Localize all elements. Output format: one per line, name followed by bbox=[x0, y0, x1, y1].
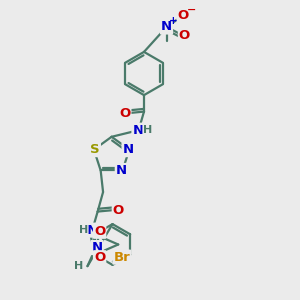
Text: N: N bbox=[122, 143, 134, 156]
Text: S: S bbox=[90, 143, 100, 156]
Text: O: O bbox=[94, 251, 105, 264]
Text: +: + bbox=[169, 16, 178, 26]
Text: O: O bbox=[179, 29, 190, 42]
Text: N: N bbox=[161, 20, 172, 34]
Text: H: H bbox=[74, 261, 84, 271]
Text: −: − bbox=[187, 5, 196, 15]
Text: N: N bbox=[132, 124, 144, 137]
Text: O: O bbox=[94, 225, 105, 238]
Text: H: H bbox=[79, 225, 88, 235]
Text: O: O bbox=[119, 106, 130, 120]
Text: H: H bbox=[143, 125, 152, 135]
Text: N: N bbox=[87, 224, 98, 237]
Text: Br: Br bbox=[113, 250, 130, 264]
Text: N: N bbox=[92, 241, 103, 254]
Text: O: O bbox=[177, 9, 189, 22]
Text: O: O bbox=[113, 203, 124, 217]
Text: N: N bbox=[116, 164, 127, 177]
